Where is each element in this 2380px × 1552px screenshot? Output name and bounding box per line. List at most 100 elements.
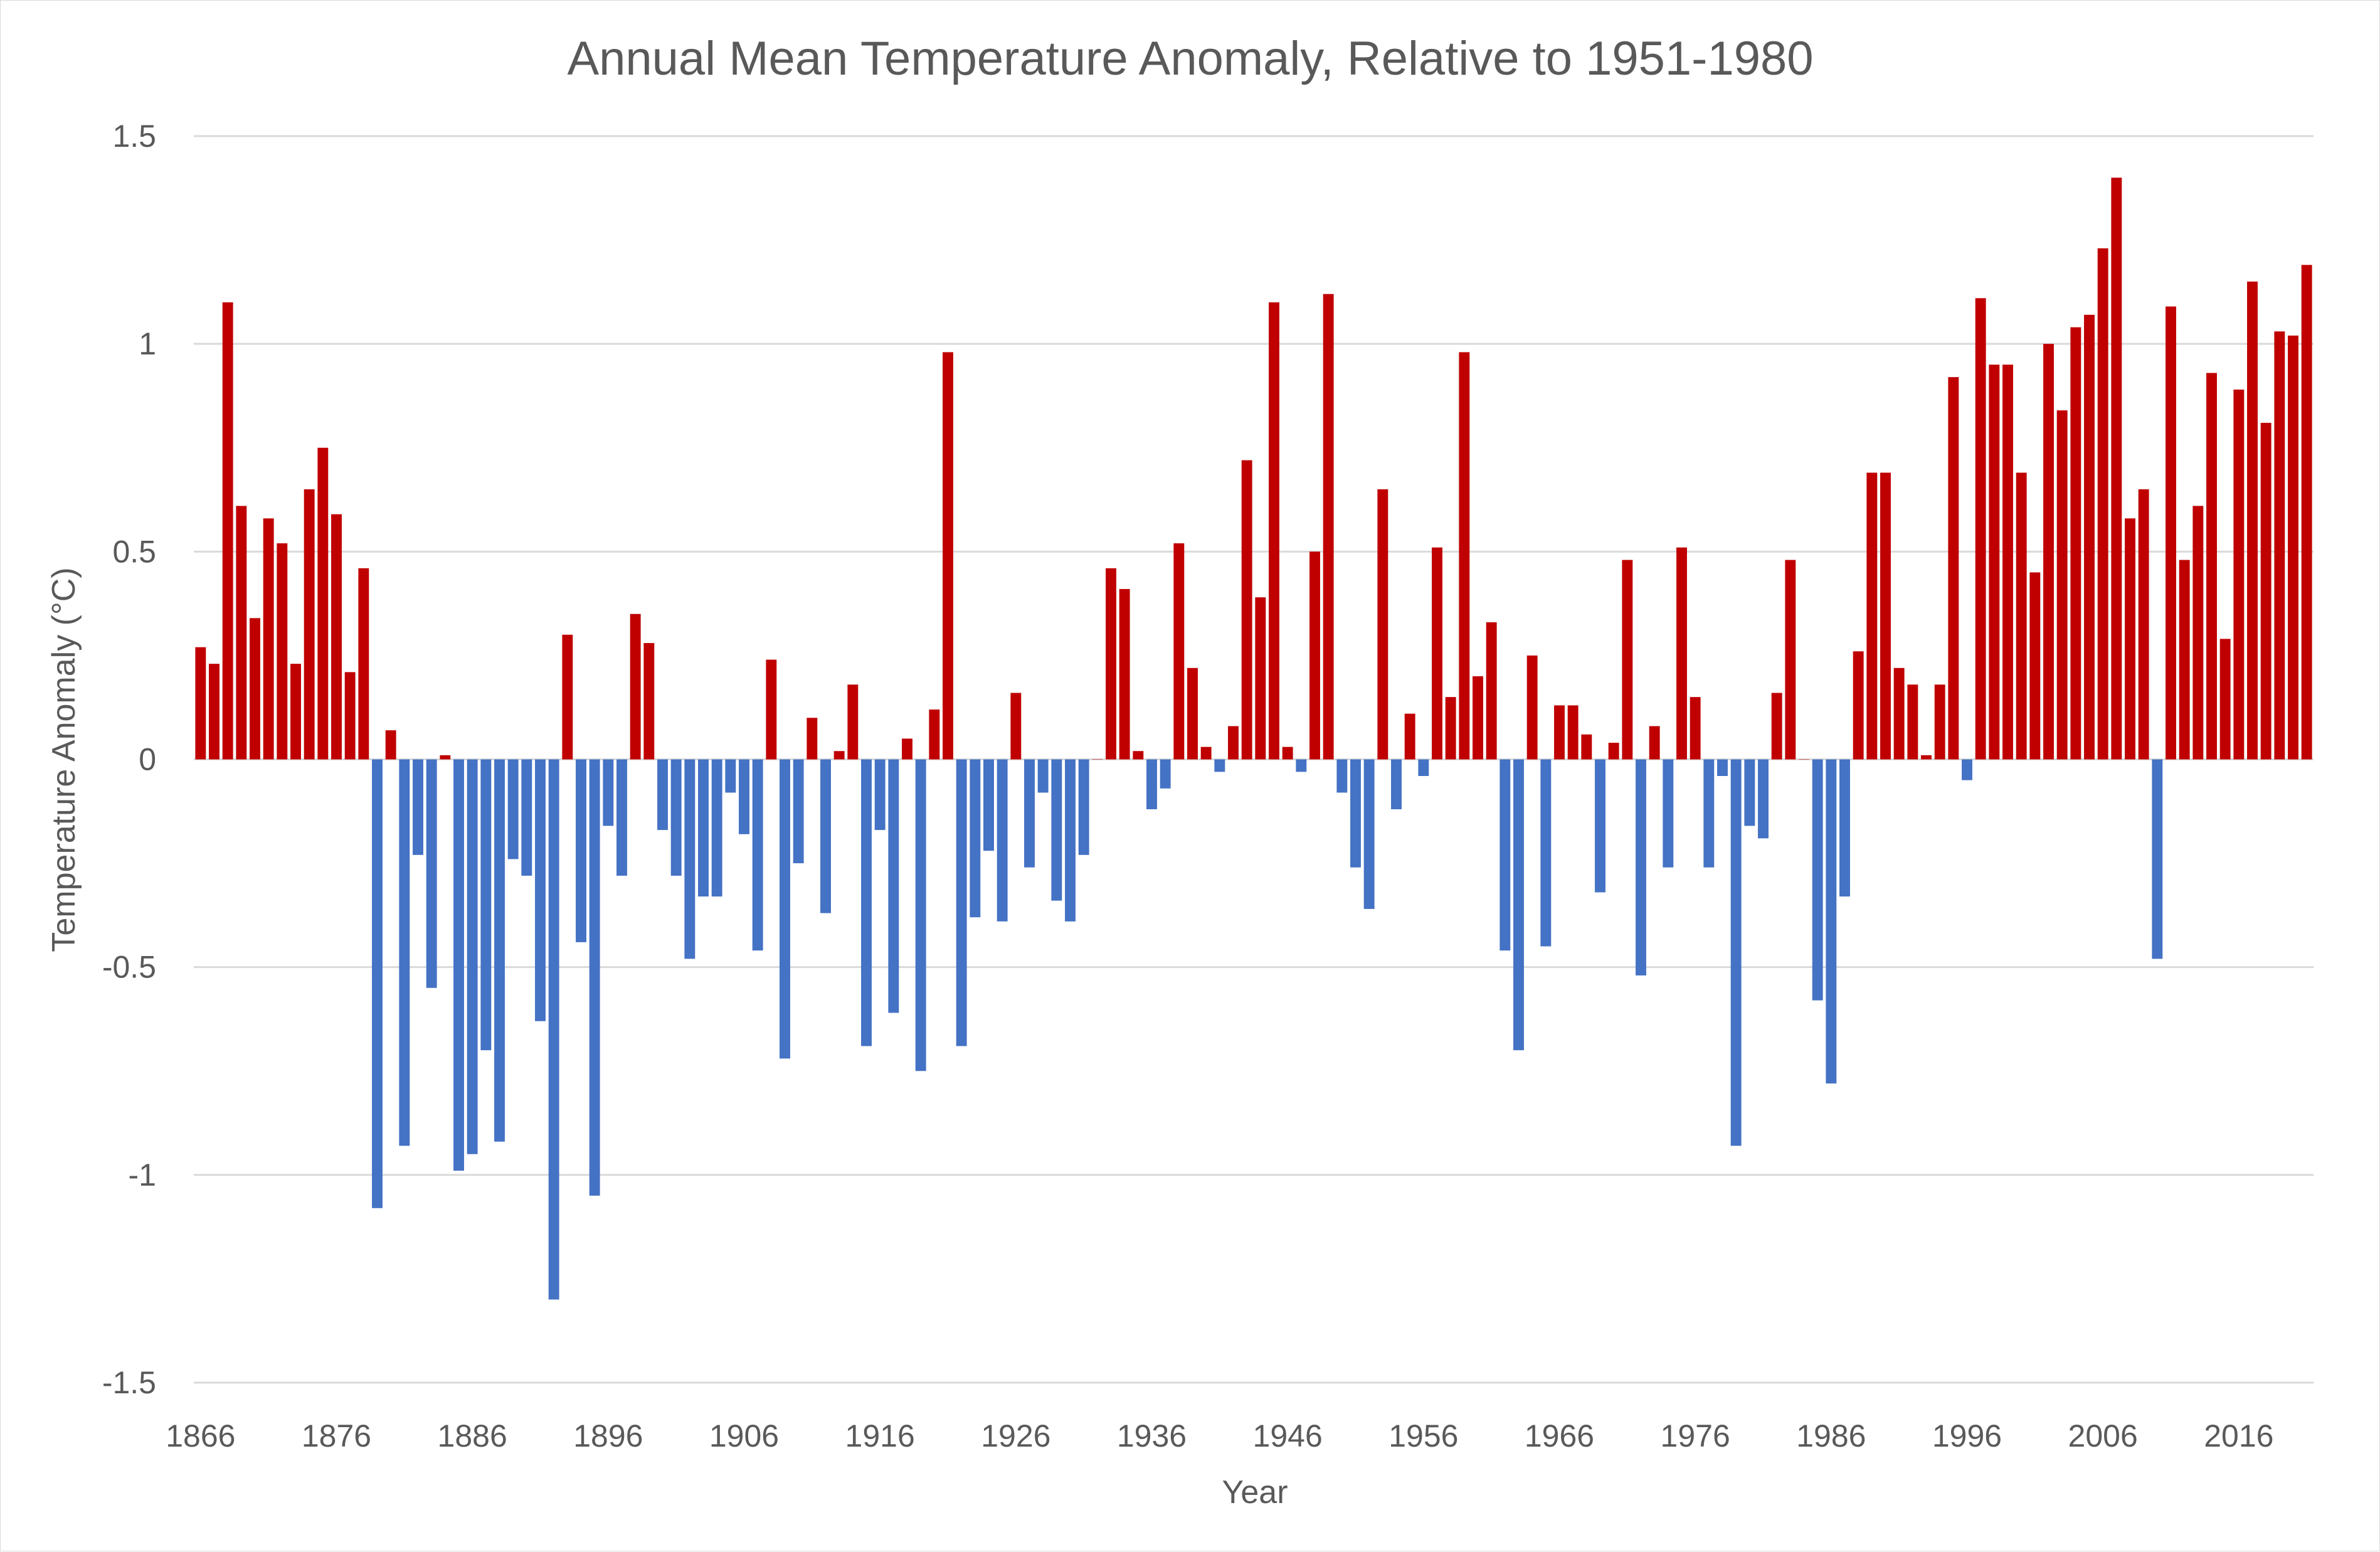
bar bbox=[1010, 693, 1022, 760]
bar bbox=[1826, 759, 1837, 1084]
bar bbox=[576, 759, 586, 942]
bar bbox=[1554, 705, 1565, 760]
bar bbox=[1078, 759, 1089, 855]
bar bbox=[1187, 667, 1198, 760]
bar bbox=[1975, 298, 1986, 760]
bar bbox=[684, 759, 695, 959]
y-tick-label: -0.5 bbox=[102, 950, 156, 985]
bar bbox=[1391, 759, 1402, 809]
bar bbox=[2219, 639, 2231, 760]
bar bbox=[535, 759, 546, 1021]
bar bbox=[1051, 759, 1062, 901]
bar bbox=[1526, 655, 1538, 760]
bar bbox=[1962, 759, 1972, 780]
bar bbox=[1350, 759, 1361, 868]
bar bbox=[507, 759, 519, 859]
bar bbox=[1866, 472, 1878, 760]
bar bbox=[1119, 588, 1130, 760]
bar bbox=[1473, 676, 1483, 760]
bar bbox=[290, 664, 301, 760]
bar bbox=[2097, 248, 2108, 760]
bar bbox=[657, 759, 668, 831]
bar bbox=[603, 759, 614, 826]
bar bbox=[209, 664, 219, 760]
bar bbox=[1758, 759, 1769, 839]
x-tick-label: 1966 bbox=[1525, 1418, 1594, 1454]
bar bbox=[983, 759, 994, 851]
bar bbox=[1432, 547, 1442, 760]
bar bbox=[372, 759, 383, 1208]
bar bbox=[643, 643, 655, 760]
x-tick-label: 1886 bbox=[438, 1418, 507, 1454]
bar bbox=[2138, 489, 2149, 760]
bar bbox=[1363, 759, 1375, 909]
bar bbox=[752, 759, 763, 951]
bar bbox=[616, 759, 627, 876]
x-tick-label: 1926 bbox=[981, 1418, 1050, 1454]
bar bbox=[739, 759, 749, 834]
y-tick-label: 0 bbox=[139, 742, 156, 777]
bar bbox=[1445, 697, 1456, 760]
bar bbox=[2125, 518, 2135, 760]
bar bbox=[929, 710, 940, 760]
bar bbox=[1173, 543, 1185, 760]
y-tick-label: -1.5 bbox=[102, 1365, 156, 1400]
bar bbox=[2070, 327, 2081, 760]
bar bbox=[1636, 759, 1646, 975]
bar bbox=[861, 759, 872, 1046]
bar bbox=[440, 755, 451, 760]
bar bbox=[793, 759, 804, 864]
bar bbox=[385, 730, 396, 760]
bar bbox=[630, 614, 641, 760]
bar bbox=[2056, 410, 2068, 760]
bar bbox=[2152, 759, 2163, 959]
x-tick-label: 1996 bbox=[1932, 1418, 2002, 1454]
bar bbox=[1540, 759, 1552, 947]
bar bbox=[1133, 751, 1144, 760]
bar bbox=[943, 352, 953, 760]
bar bbox=[1241, 460, 1252, 760]
bar bbox=[195, 647, 206, 760]
bar bbox=[2029, 572, 2041, 760]
bar bbox=[1934, 684, 1945, 760]
bar bbox=[344, 672, 356, 760]
bar bbox=[1323, 294, 1334, 760]
x-tick-label: 1936 bbox=[1117, 1418, 1187, 1454]
bar bbox=[1744, 759, 1755, 826]
bar bbox=[1989, 364, 2000, 760]
bar bbox=[1921, 755, 1932, 760]
x-axis-label: Year bbox=[1222, 1474, 1288, 1511]
bar bbox=[1228, 726, 1239, 760]
y-tick-label: -1 bbox=[129, 1157, 156, 1193]
bar bbox=[1812, 759, 1823, 1001]
bar bbox=[1907, 684, 1918, 760]
bar bbox=[1948, 377, 1959, 760]
bar bbox=[222, 302, 233, 760]
bar bbox=[711, 759, 722, 897]
bar bbox=[670, 759, 682, 876]
bar bbox=[453, 759, 464, 1171]
bar bbox=[2043, 344, 2054, 760]
bar bbox=[467, 759, 478, 1154]
bar bbox=[1255, 597, 1266, 760]
bar bbox=[277, 543, 288, 760]
bar bbox=[562, 634, 573, 760]
bar bbox=[970, 759, 981, 918]
bar bbox=[1608, 743, 1619, 760]
bar bbox=[494, 759, 505, 1142]
bar bbox=[1282, 747, 1293, 760]
bar bbox=[1622, 560, 1633, 760]
bar bbox=[2247, 281, 2258, 760]
bar bbox=[1690, 697, 1701, 760]
bar bbox=[820, 759, 831, 913]
bar bbox=[2274, 331, 2285, 760]
x-tick-label: 1956 bbox=[1388, 1418, 1458, 1454]
bar bbox=[1309, 551, 1320, 760]
bar bbox=[548, 759, 559, 1300]
bar bbox=[1839, 759, 1850, 897]
bar bbox=[725, 759, 736, 793]
y-tick-label: 0.5 bbox=[112, 534, 156, 569]
bar bbox=[250, 618, 260, 760]
bar bbox=[236, 506, 247, 760]
x-tick-label: 2006 bbox=[2068, 1418, 2138, 1454]
